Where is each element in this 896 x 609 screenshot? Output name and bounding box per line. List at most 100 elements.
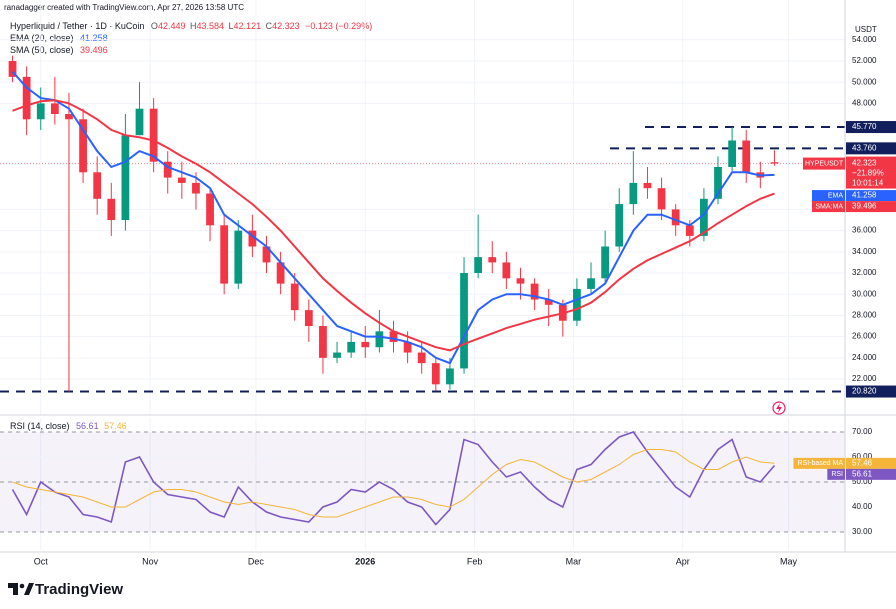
candle-body: [516, 278, 525, 284]
candle-body: [234, 230, 243, 284]
y-tick-label: 32.000: [852, 268, 877, 277]
rsi-line: [11, 431, 776, 526]
x-tick-label: Mar: [566, 556, 582, 566]
axis-layer: Oct Nov Dec 2026 Feb Mar Apr May 54.000 52.000 50.…: [0, 0, 896, 566]
candle-body: [629, 182, 638, 205]
alert-icon: [772, 401, 786, 415]
rsi-badge-name: RSI: [831, 471, 843, 478]
candle-body: [671, 209, 680, 226]
y-tick-label: 26.000: [852, 332, 877, 341]
candle-body: [333, 352, 341, 358]
ohlc-value: 42.121: [234, 21, 262, 31]
candle-body: [643, 182, 652, 189]
candle-body: [262, 246, 271, 263]
legend-name: SMA (50, close): [10, 45, 74, 55]
ma-badge-name: [812, 190, 845, 202]
y-tick-label: 70.00: [852, 427, 873, 436]
rsi-badge-value: 57.46: [852, 458, 873, 467]
plot-layer: [0, 55, 845, 526]
ohlc-label: L: [229, 21, 234, 31]
x-tick-label: May: [780, 556, 798, 566]
x-tick-label: Nov: [142, 556, 159, 566]
y-tick-label: 24.000: [852, 353, 877, 362]
rsi-badge-bg: [793, 457, 845, 469]
candle-body: [685, 225, 694, 236]
legend-value: 57.46: [104, 421, 127, 431]
grid-layer: [0, 0, 845, 550]
ma-line: [12, 99, 775, 352]
candle-body: [389, 331, 398, 342]
candle-body: [446, 368, 454, 385]
candle-body: [742, 140, 751, 173]
rsi-badge-bg: [827, 468, 845, 480]
y-tick-label: 50.00: [852, 477, 873, 486]
ohlc-value: 42.449: [158, 21, 186, 31]
candle-body: [290, 283, 299, 311]
ohlc-label: H: [190, 21, 197, 31]
candle-body: [502, 262, 511, 279]
y-tick-label: 54.000: [852, 35, 877, 44]
legend-rsi: RSI (14, close) 56.61 57.46: [10, 421, 127, 431]
ohlc-label: O: [151, 21, 158, 31]
symbol-badge: [803, 157, 845, 170]
candle-body: [149, 108, 158, 162]
brand-logo: [8, 583, 34, 595]
candle-body: [192, 182, 200, 194]
legend-value: 39.496: [80, 45, 108, 55]
candle-body: [22, 76, 31, 120]
price-badge-countdown: 10:01:14: [852, 179, 884, 188]
change: −0.123 (−0.29%): [305, 21, 372, 31]
candle-body: [65, 113, 73, 120]
symbol-title: Hyperliquid / Tether · 1D · KuCoin: [10, 21, 144, 31]
legend-name: RSI (14, close): [10, 421, 70, 431]
candle-body: [460, 273, 468, 369]
ohlc-value: 43.584: [196, 21, 224, 31]
level-label: 43.760: [852, 143, 877, 152]
ma-badge-label: SMA:MA: [815, 203, 843, 210]
candle-body: [488, 257, 497, 263]
attribution: ranadagger created with TradingView.com,…: [4, 3, 244, 12]
candle-body: [714, 167, 722, 199]
ma-line: [11, 70, 775, 365]
candle-body: [615, 204, 624, 247]
y-tick-label: 40.00: [852, 502, 873, 511]
candle-body: [50, 103, 59, 114]
candle-body: [163, 161, 172, 178]
y-tick-label: 30.000: [852, 289, 877, 298]
candle-body: [135, 108, 144, 136]
level-label: 45.770: [852, 122, 877, 131]
candle-body: [375, 331, 384, 348]
candle-body: [700, 198, 708, 236]
candle-body: [319, 326, 327, 358]
level-badge: [846, 121, 896, 134]
y-tick-label: 50.000: [852, 77, 877, 86]
x-tick-label: Oct: [34, 556, 49, 566]
rsi-badge-value: 56.61: [852, 469, 873, 478]
candle-body: [657, 188, 666, 210]
candle-body: [8, 60, 17, 77]
y-tick-label: 36.000: [852, 226, 877, 235]
candle-body: [220, 225, 229, 284]
candle-body: [361, 341, 370, 348]
candle-body: [177, 177, 186, 183]
candle-body: [248, 230, 257, 247]
candle-body: [107, 198, 116, 221]
legend-sma: SMA (50, close) 39.496: [10, 45, 108, 55]
symbol-badge-label: HYPEUSDT: [805, 160, 844, 167]
x-tick-label: Dec: [248, 556, 265, 566]
rsi-line: [12, 449, 775, 518]
candle-body: [587, 278, 595, 289]
x-tick-label: 2026: [355, 556, 375, 566]
x-tick-label: Apr: [676, 556, 690, 566]
rsi-badge-name: RSI-based MA: [797, 460, 843, 467]
rsi-band: [0, 432, 845, 532]
ma-badge-label: EMA: [828, 192, 844, 199]
candle-body: [530, 283, 539, 300]
y-tick-label: 60.00: [852, 452, 873, 461]
legend-title: Hyperliquid / Tether · 1D · KuCoin O42.4…: [10, 21, 372, 31]
price-badge-change: −21.89%: [852, 169, 884, 178]
ma-badge: [846, 190, 896, 202]
candle-body: [573, 288, 581, 321]
level-badge: [846, 142, 896, 155]
